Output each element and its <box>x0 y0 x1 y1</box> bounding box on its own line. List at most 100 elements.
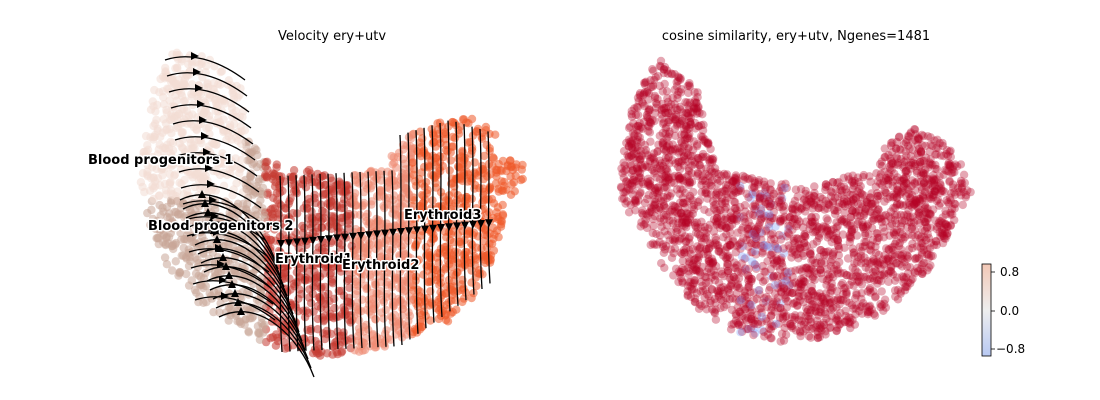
embedding-point <box>382 326 391 335</box>
embedding-point <box>272 189 281 198</box>
similarity-point <box>940 227 950 237</box>
similarity-point <box>679 161 689 170</box>
streamline <box>168 88 250 113</box>
similarity-point <box>722 203 731 212</box>
similarity-point <box>646 154 655 164</box>
similarity-point <box>664 117 673 127</box>
similarity-point <box>667 178 676 187</box>
embedding-point <box>446 156 455 165</box>
similarity-point <box>684 209 693 219</box>
similarity-point <box>796 204 806 214</box>
embedding-point <box>152 216 162 226</box>
similarity-point <box>674 277 683 287</box>
similarity-point <box>744 276 753 285</box>
embedding-point <box>460 155 469 165</box>
embedding-point <box>350 346 359 355</box>
similarity-point <box>861 258 870 268</box>
similarity-point <box>880 271 889 280</box>
similarity-point <box>801 325 811 334</box>
similarity-point <box>744 242 753 251</box>
embedding-point <box>448 132 457 142</box>
similarity-point <box>657 222 666 231</box>
similarity-point <box>659 118 669 127</box>
embedding-point <box>365 264 374 273</box>
similarity-point <box>746 303 755 312</box>
embedding-point <box>272 160 281 169</box>
streamline <box>367 171 371 348</box>
embedding-point <box>268 210 277 219</box>
similarity-point <box>757 326 767 335</box>
similarity-point <box>815 289 824 298</box>
embedding-point <box>164 239 173 248</box>
embedding-point <box>176 204 186 213</box>
similarity-point <box>776 282 785 292</box>
similarity-point <box>878 181 887 190</box>
embedding-point <box>211 95 220 105</box>
similarity-point <box>806 317 816 327</box>
similarity-point <box>681 121 690 130</box>
similarity-point <box>883 174 893 183</box>
similarity-point <box>644 179 653 188</box>
embedding-point <box>268 333 277 342</box>
similarity-point <box>750 319 759 329</box>
embedding-point <box>254 222 263 231</box>
embedding-point <box>498 200 507 210</box>
similarity-point <box>931 236 940 246</box>
similarity-point <box>681 155 690 164</box>
similarity-point <box>738 241 748 251</box>
embedding-point <box>443 317 453 326</box>
embedding-point <box>241 270 250 280</box>
similarity-point <box>917 130 927 140</box>
similarity-point <box>830 296 839 305</box>
embedding-point <box>237 155 246 164</box>
similarity-point <box>680 248 689 257</box>
embedding-point <box>409 196 418 205</box>
embedding-point <box>182 186 192 195</box>
similarity-point <box>738 266 747 275</box>
embedding-point <box>190 285 200 295</box>
embedding-point <box>433 169 442 178</box>
similarity-point <box>749 324 759 333</box>
similarity-point <box>645 208 654 218</box>
streamline-arrow <box>293 238 301 247</box>
similarity-point <box>919 179 929 188</box>
similarity-point <box>832 218 841 227</box>
similarity-point <box>763 241 772 250</box>
embedding-point <box>394 238 403 248</box>
similarity-point <box>823 270 833 279</box>
streamline-arrow <box>205 164 213 172</box>
similarity-point <box>920 204 929 213</box>
embedding-point <box>218 149 227 158</box>
similarity-point <box>947 169 956 178</box>
embedding-point <box>485 144 494 153</box>
streamline <box>197 248 294 315</box>
similarity-point <box>685 257 694 266</box>
embedding-point <box>246 171 255 181</box>
similarity-point <box>764 295 773 304</box>
similarity-point <box>725 222 734 231</box>
right-plot-title: cosine similarity, ery+utv, Ngenes=1481 <box>662 29 930 44</box>
similarity-point <box>901 166 911 176</box>
similarity-point <box>629 178 638 187</box>
similarity-point <box>777 329 787 338</box>
similarity-point <box>899 174 908 183</box>
similarity-point <box>670 237 679 246</box>
similarity-point <box>690 297 699 306</box>
embedding-point <box>259 300 269 309</box>
similarity-point <box>635 168 645 178</box>
embedding-point <box>381 305 390 315</box>
similarity-point <box>678 212 688 221</box>
embedding-point <box>472 281 481 291</box>
similarity-point <box>793 301 802 311</box>
similarity-point <box>664 175 673 184</box>
similarity-point <box>917 248 927 257</box>
similarity-point <box>664 173 673 182</box>
similarity-point <box>861 231 870 240</box>
similarity-point <box>799 274 808 283</box>
similarity-point <box>910 268 920 278</box>
streamline <box>215 302 312 369</box>
similarity-point <box>772 254 781 263</box>
embedding-point <box>354 324 364 333</box>
similarity-point <box>904 198 914 208</box>
similarity-point <box>854 200 863 209</box>
